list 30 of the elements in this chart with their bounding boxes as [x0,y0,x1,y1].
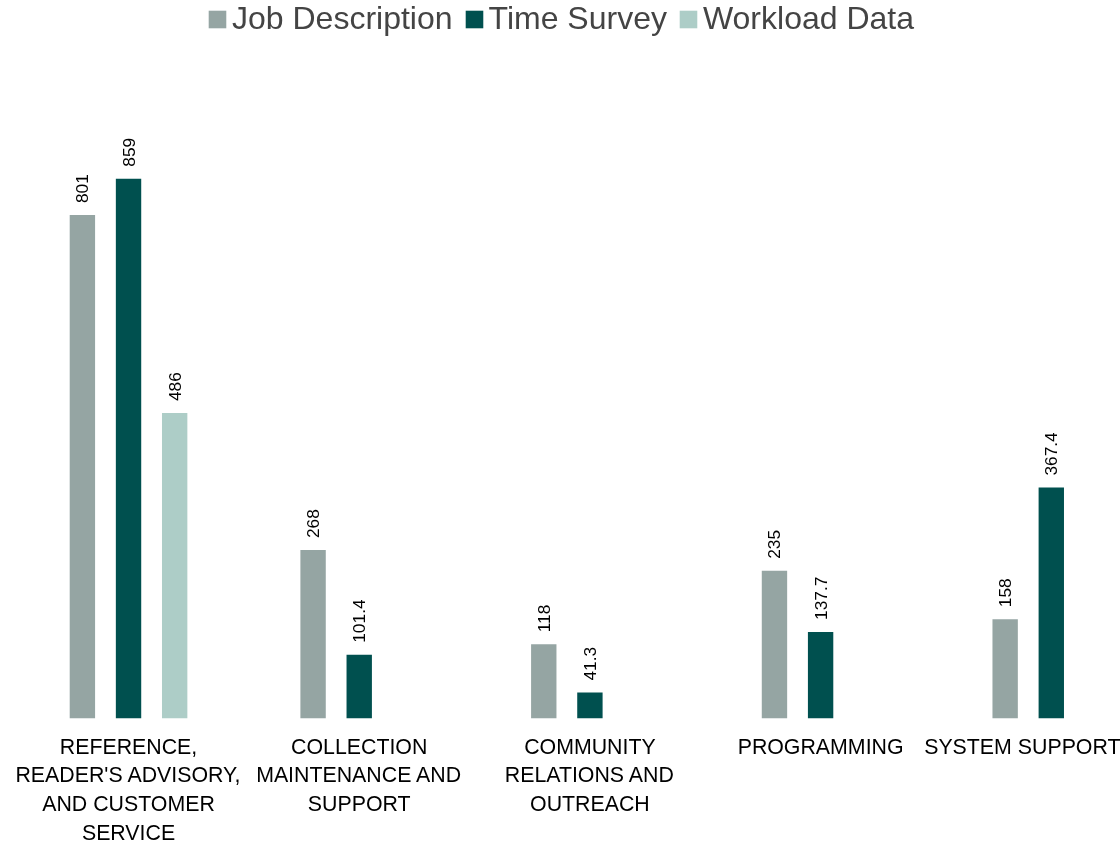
legend-label: Job Description [231,0,453,37]
data-label: 101.4 [349,599,370,643]
bar [1038,487,1064,719]
data-label: 158 [995,578,1016,608]
bar [577,692,603,719]
data-label: 118 [533,604,554,633]
data-label: 235 [764,529,785,559]
bar [761,570,788,719]
x-tick-label: REFERENCE, READER'S ADVISORY, AND CUSTOMER SERVICE [15,734,241,845]
x-tick-label: COMMUNITY RELATIONS AND OUTREACH [504,734,674,817]
bar [531,644,557,719]
bar [992,619,1018,719]
x-tick-label: PROGRAMMING [737,734,904,759]
data-label: 268 [303,509,324,539]
data-label: 137.7 [810,576,831,620]
bar [346,654,372,719]
x-tick-label: SYSTEM SUPPORT [924,734,1120,759]
data-label: 801 [72,174,93,204]
bar [300,550,326,719]
data-label: 367.4 [1041,431,1062,476]
legend-label: Workload Data [702,0,915,37]
bar [69,215,96,719]
bar [807,631,834,719]
data-label: 41.3 [579,646,600,681]
data-label: 486 [164,372,185,402]
legend-label: Time Survey [488,0,667,37]
bar [161,413,188,719]
x-tick-label: COLLECTION MAINTENANCE AND SUPPORT [256,734,462,817]
data-label: 859 [118,137,139,167]
bar [115,178,142,719]
